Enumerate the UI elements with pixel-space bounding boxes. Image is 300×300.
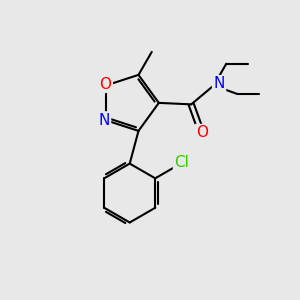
Text: O: O [100,76,112,92]
Text: Cl: Cl [174,155,189,170]
Text: N: N [98,113,110,128]
Text: N: N [213,76,225,92]
Text: O: O [196,125,208,140]
